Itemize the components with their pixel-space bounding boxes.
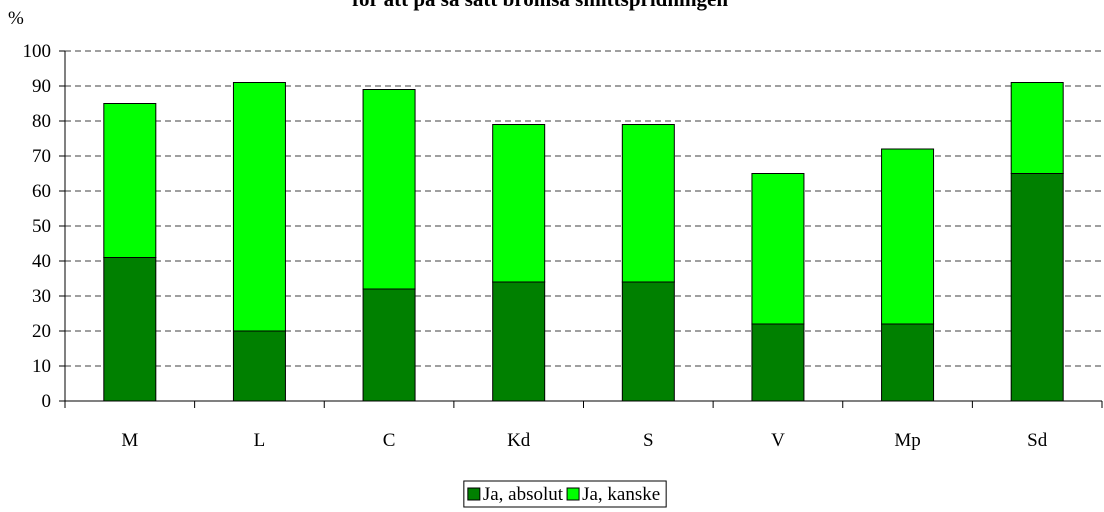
bar-segment — [881, 148, 935, 325]
y-axis-label: % — [8, 8, 24, 29]
chart-title: för att på så sätt bromsa smittspridning… — [352, 0, 728, 11]
y-tick-label: 90 — [32, 76, 51, 97]
y-tick-label: 60 — [32, 181, 51, 202]
y-tick-label: 70 — [32, 146, 51, 167]
y-tick-label: 10 — [32, 356, 51, 377]
bar-segment — [362, 288, 416, 402]
x-tick-label: Sd — [1027, 430, 1048, 451]
y-tick-label: 20 — [32, 321, 51, 342]
bar-segment — [621, 281, 675, 402]
legend-label: Ja, kanske — [582, 484, 660, 505]
x-tick-label: C — [383, 430, 396, 451]
bar-segment — [1010, 82, 1064, 174]
bar-segment — [751, 173, 805, 325]
x-tick-label: S — [643, 430, 654, 451]
y-tick-label: 100 — [23, 41, 52, 62]
bar-segment — [362, 89, 416, 290]
bar-segment — [232, 82, 286, 332]
y-tick-label: 40 — [32, 251, 51, 272]
bar-segment — [103, 257, 157, 402]
x-tick-label: V — [771, 430, 785, 451]
x-tick-label: M — [121, 430, 138, 451]
x-tick-label: Kd — [507, 430, 531, 451]
bar-segment — [232, 330, 286, 402]
x-tick-label: Mp — [894, 430, 920, 451]
y-tick-label: 0 — [42, 391, 52, 412]
bar-segment — [1010, 173, 1064, 402]
bar-segment — [492, 281, 546, 402]
x-tick-label: L — [254, 430, 266, 451]
y-tick-label: 30 — [32, 286, 51, 307]
legend-swatch — [566, 487, 580, 501]
bar-segment — [492, 124, 546, 283]
y-tick-label: 80 — [32, 111, 51, 132]
legend-label: Ja, absolut — [483, 484, 564, 505]
bar-segment — [751, 323, 805, 402]
y-tick-label: 50 — [32, 216, 51, 237]
legend: Ja, absolut Ja, kanske — [463, 480, 667, 508]
legend-swatch — [467, 487, 481, 501]
bar-segment — [881, 323, 935, 402]
legend-box — [463, 480, 667, 508]
bar-segment — [621, 124, 675, 283]
bar-segment — [103, 103, 157, 258]
